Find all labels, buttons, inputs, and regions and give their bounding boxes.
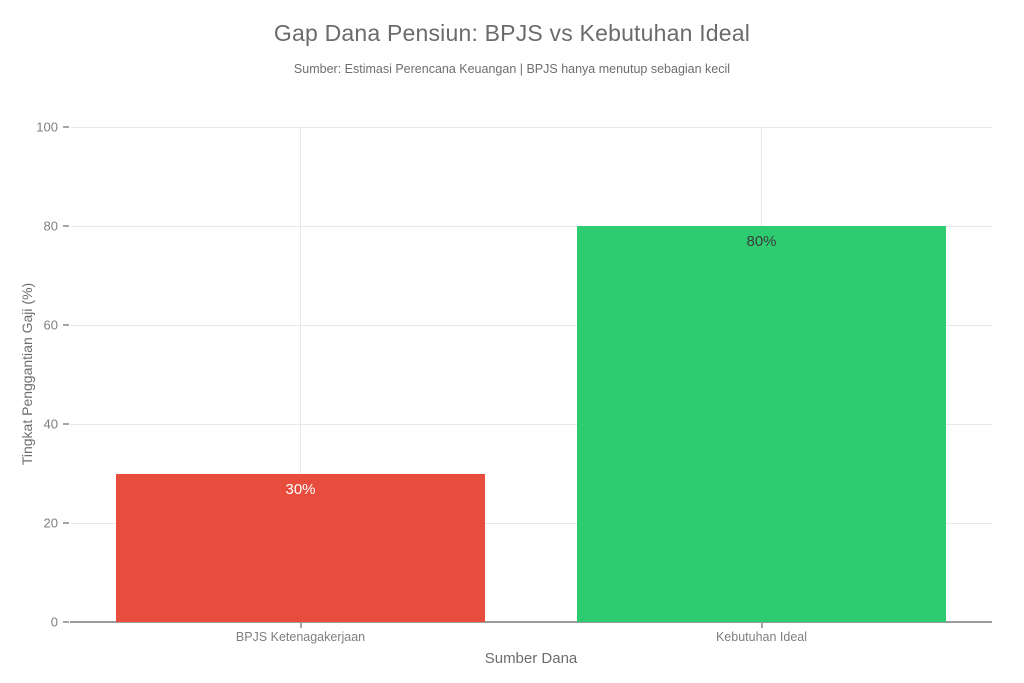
y-gridline-20 (70, 522, 992, 524)
y-tick-label-40: 40 (43, 416, 58, 432)
bar-1[interactable] (116, 473, 485, 622)
y-tick-mark-60 (63, 324, 69, 326)
y-tick-label-80: 80 (43, 218, 58, 234)
y-gridline-100 (70, 126, 992, 128)
y-tick-mark-20 (63, 522, 69, 524)
bar-2[interactable] (577, 226, 946, 622)
x-axis-zero-line (70, 621, 992, 623)
y-gridline-60 (70, 324, 992, 326)
y-tick-mark-0 (63, 621, 69, 623)
y-gridline-80 (70, 225, 992, 227)
y-tick-label-0: 0 (50, 614, 58, 630)
y-tick-label-100: 100 (36, 119, 58, 135)
bar-value-label-1: 30% (285, 480, 316, 498)
x-axis-title: Sumber Dana (484, 650, 578, 667)
y-tick-mark-40 (63, 423, 69, 425)
x-tick-label-2: Kebutuhan Ideal (715, 630, 808, 644)
chart-subtitle: Sumber: Estimasi Perencana Keuangan | BP… (293, 62, 731, 76)
y-tick-label-60: 60 (43, 317, 58, 333)
y-gridline-40 (70, 423, 992, 425)
y-tick-mark-80 (63, 225, 69, 227)
x-tick-label-1: BPJS Ketenagakerjaan (235, 630, 366, 644)
y-tick-mark-100 (63, 126, 69, 128)
chart-title: Gap Dana Pensiun: BPJS vs Kebutuhan Idea… (273, 20, 751, 46)
bar-value-label-2: 80% (746, 233, 777, 250)
y-tick-label-20: 20 (43, 515, 58, 531)
x-gridline-1 (300, 127, 301, 622)
x-tick-mark-2 (760, 623, 763, 628)
y-axis-title: Tingkat Penggantian Gaji (%) (19, 282, 35, 466)
x-tick-mark-1 (299, 623, 302, 628)
plot-area: 30% 80% (70, 126, 992, 623)
